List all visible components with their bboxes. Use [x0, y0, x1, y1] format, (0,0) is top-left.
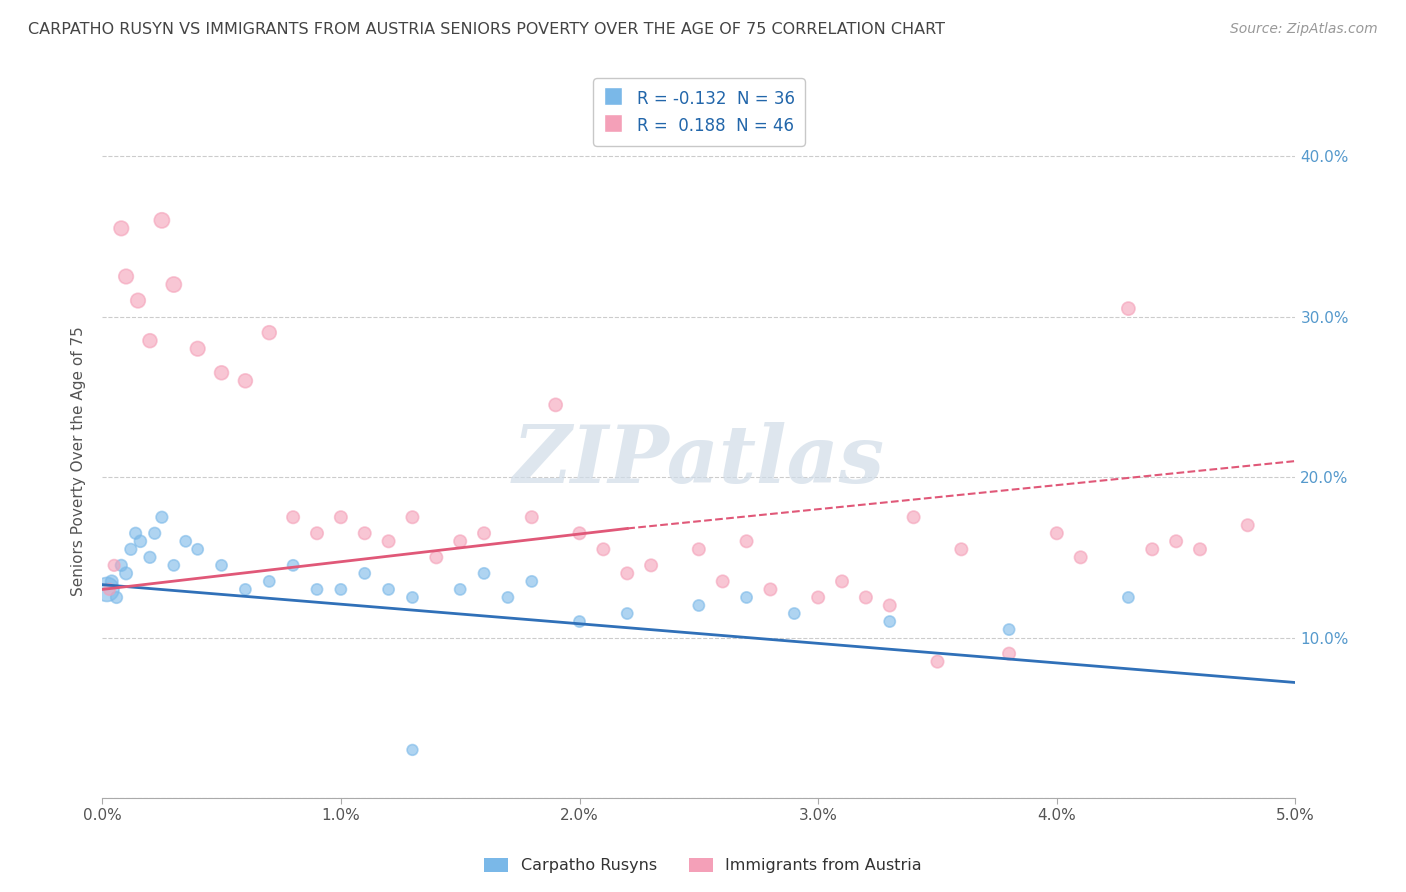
Point: [103, 558, 125, 573]
Point: [688, 599, 710, 613]
Point: [616, 607, 638, 621]
Point: [1118, 301, 1140, 316]
Point: [759, 582, 782, 597]
Point: [401, 743, 423, 757]
Point: [211, 558, 233, 573]
Point: [855, 591, 877, 605]
Point: [449, 582, 471, 597]
Point: [115, 566, 138, 581]
Legend: Carpatho Rusyns, Immigrants from Austria: Carpatho Rusyns, Immigrants from Austria: [478, 851, 928, 880]
Point: [353, 526, 375, 541]
Point: [831, 574, 853, 589]
Point: [401, 591, 423, 605]
Point: [592, 542, 614, 557]
Point: [139, 550, 162, 565]
Point: [187, 542, 209, 557]
Point: [259, 574, 281, 589]
Text: CARPATHO RUSYN VS IMMIGRANTS FROM AUSTRIA SENIORS POVERTY OVER THE AGE OF 75 COR: CARPATHO RUSYN VS IMMIGRANTS FROM AUSTRI…: [28, 22, 945, 37]
Point: [568, 526, 591, 541]
Point: [110, 221, 132, 235]
Point: [449, 534, 471, 549]
Point: [425, 550, 447, 565]
Point: [305, 582, 328, 597]
Point: [1046, 526, 1069, 541]
Point: [115, 269, 138, 284]
Point: [903, 510, 925, 524]
Legend: R = -0.132  N = 36, R =  0.188  N = 46: R = -0.132 N = 36, R = 0.188 N = 46: [593, 78, 804, 145]
Point: [127, 293, 149, 308]
Point: [163, 277, 186, 292]
Point: [520, 574, 543, 589]
Point: [711, 574, 734, 589]
Point: [735, 534, 758, 549]
Point: [353, 566, 375, 581]
Point: [1166, 534, 1188, 549]
Point: [1188, 542, 1211, 557]
Point: [100, 574, 122, 589]
Point: [377, 534, 399, 549]
Point: [544, 398, 567, 412]
Point: [998, 647, 1021, 661]
Point: [568, 615, 591, 629]
Point: [150, 510, 173, 524]
Point: [735, 591, 758, 605]
Point: [163, 558, 186, 573]
Point: [377, 582, 399, 597]
Y-axis label: Seniors Poverty Over the Age of 75: Seniors Poverty Over the Age of 75: [72, 326, 86, 596]
Point: [927, 655, 949, 669]
Point: [129, 534, 152, 549]
Point: [143, 526, 166, 541]
Point: [496, 591, 519, 605]
Text: Source: ZipAtlas.com: Source: ZipAtlas.com: [1230, 22, 1378, 37]
Point: [120, 542, 142, 557]
Point: [329, 582, 352, 597]
Text: ZIPatlas: ZIPatlas: [513, 422, 884, 500]
Point: [879, 599, 901, 613]
Point: [520, 510, 543, 524]
Point: [105, 591, 128, 605]
Point: [187, 342, 209, 356]
Point: [616, 566, 638, 581]
Point: [305, 526, 328, 541]
Point: [1142, 542, 1164, 557]
Point: [124, 526, 146, 541]
Point: [879, 615, 901, 629]
Point: [472, 566, 495, 581]
Point: [235, 582, 257, 597]
Point: [174, 534, 197, 549]
Point: [783, 607, 806, 621]
Point: [98, 582, 121, 597]
Point: [110, 558, 132, 573]
Point: [688, 542, 710, 557]
Point: [139, 334, 162, 348]
Point: [235, 374, 257, 388]
Point: [96, 582, 118, 597]
Point: [1070, 550, 1092, 565]
Point: [259, 326, 281, 340]
Point: [472, 526, 495, 541]
Point: [640, 558, 662, 573]
Point: [807, 591, 830, 605]
Point: [281, 558, 304, 573]
Point: [329, 510, 352, 524]
Point: [281, 510, 304, 524]
Point: [1118, 591, 1140, 605]
Point: [401, 510, 423, 524]
Point: [211, 366, 233, 380]
Point: [998, 623, 1021, 637]
Point: [950, 542, 973, 557]
Point: [1236, 518, 1258, 533]
Point: [150, 213, 173, 227]
